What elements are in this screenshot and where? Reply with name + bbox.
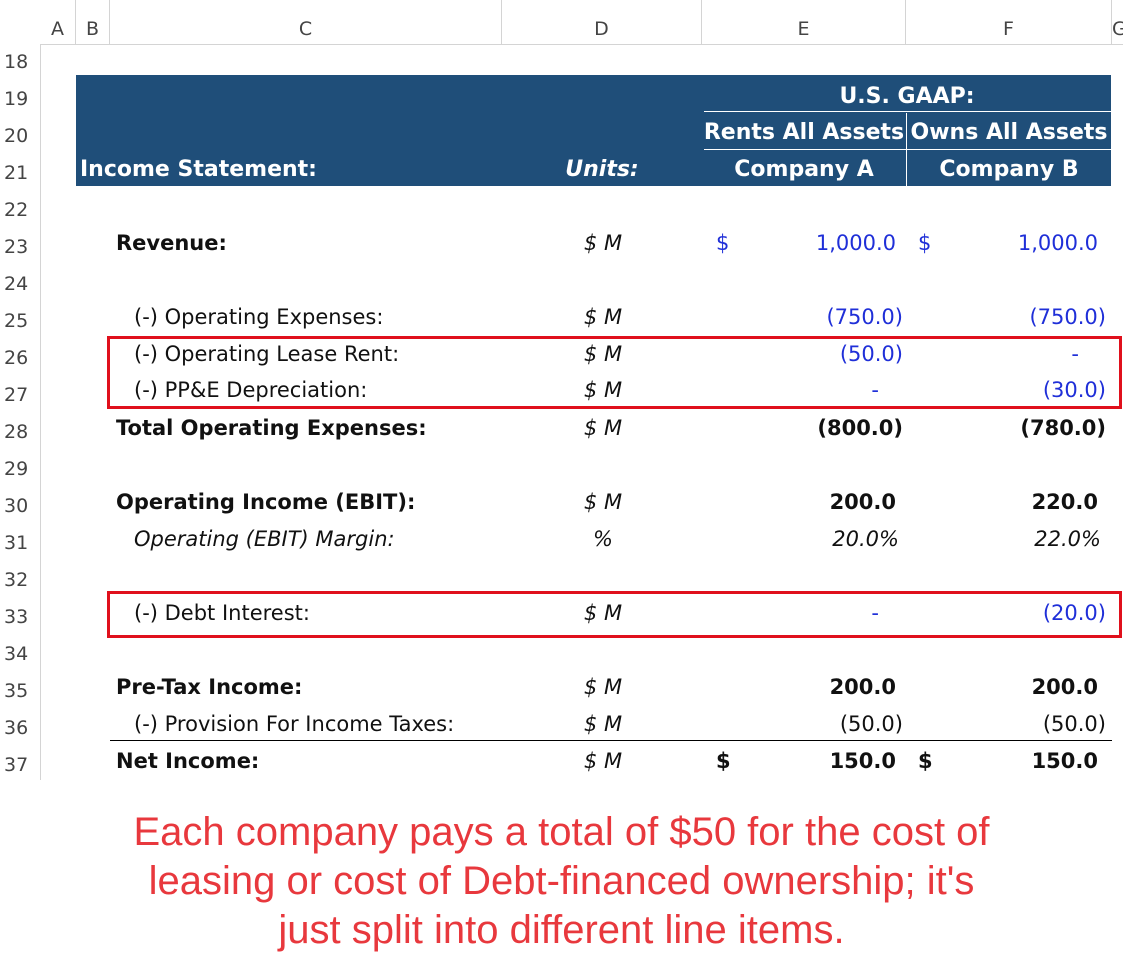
- units-heading[interactable]: Units:: [565, 157, 639, 182]
- row-header[interactable]: 37: [4, 754, 29, 776]
- row-header[interactable]: 34: [4, 643, 29, 665]
- row-header[interactable]: 28: [4, 421, 29, 443]
- header-divider: [704, 149, 1111, 150]
- spreadsheet-grid[interactable]: A B C D E F G 18 19 20 21 22 23 24 25 26…: [0, 0, 1123, 780]
- revenue-currency-a[interactable]: $: [716, 231, 730, 255]
- net-income-currency-a[interactable]: $: [716, 749, 731, 773]
- pretax-income-company-b[interactable]: 200.0: [1031, 675, 1098, 699]
- row-header[interactable]: 22: [4, 199, 29, 221]
- ebit-company-b[interactable]: 220.0: [1031, 490, 1098, 514]
- total-operating-expenses-company-b[interactable]: (780.0): [1020, 416, 1106, 440]
- income-taxes-label[interactable]: (-) Provision For Income Taxes:: [134, 712, 455, 736]
- row-header[interactable]: 26: [4, 347, 29, 369]
- ebit-margin-company-b[interactable]: 22.0%: [1034, 527, 1101, 551]
- debt-interest-label[interactable]: (-) Debt Interest:: [134, 601, 310, 625]
- row-header[interactable]: 19: [4, 88, 29, 110]
- ebit-label[interactable]: Operating Income (EBIT):: [116, 490, 416, 514]
- column-header-a[interactable]: A: [40, 0, 76, 44]
- total-operating-expenses-unit[interactable]: $ M: [583, 416, 623, 440]
- company-b-heading[interactable]: Company B: [939, 157, 1079, 182]
- ppe-depreciation-label[interactable]: (-) PP&E Depreciation:: [134, 378, 368, 402]
- pretax-income-company-a[interactable]: 200.0: [829, 675, 896, 699]
- ebit-margin-company-a[interactable]: 20.0%: [832, 527, 899, 551]
- debt-interest-company-b[interactable]: (20.0): [1042, 601, 1106, 625]
- operating-expenses-label[interactable]: (-) Operating Expenses:: [134, 305, 384, 329]
- annotation-line: Each company pays a total of $50 for the…: [133, 810, 990, 854]
- operating-expenses-company-b[interactable]: (750.0): [1029, 305, 1106, 329]
- debt-interest-unit[interactable]: $ M: [583, 601, 623, 625]
- debt-interest-company-a[interactable]: -: [871, 601, 879, 625]
- revenue-company-b[interactable]: 1,000.0: [1017, 231, 1098, 255]
- ebit-margin-label[interactable]: Operating (EBIT) Margin:: [134, 527, 395, 551]
- revenue-currency-b[interactable]: $: [918, 231, 932, 255]
- row-header[interactable]: 32: [4, 569, 29, 591]
- column-header-g[interactable]: G: [1112, 18, 1123, 40]
- income-taxes-unit[interactable]: $ M: [583, 712, 623, 736]
- revenue-label[interactable]: Revenue:: [116, 231, 227, 255]
- total-operating-expenses-company-a[interactable]: (800.0): [817, 416, 903, 440]
- column-header-b[interactable]: B: [76, 0, 110, 44]
- ebit-unit[interactable]: $ M: [583, 490, 623, 514]
- operating-expenses-unit[interactable]: $ M: [583, 305, 623, 329]
- operating-lease-rent-label[interactable]: (-) Operating Lease Rent:: [134, 342, 400, 366]
- ppe-depreciation-unit[interactable]: $ M: [583, 378, 623, 402]
- operating-lease-rent-company-a[interactable]: (50.0): [839, 342, 903, 366]
- net-income-border: [110, 740, 1112, 741]
- column-header-c[interactable]: C: [110, 0, 502, 44]
- row-header[interactable]: 21: [4, 162, 29, 184]
- us-gaap-heading[interactable]: U.S. GAAP:: [839, 84, 975, 109]
- debt-interest-highlight-box: [107, 591, 1122, 638]
- annotation-line: leasing or cost of Debt-financed ownersh…: [148, 859, 975, 903]
- pretax-income-label[interactable]: Pre-Tax Income:: [116, 675, 303, 699]
- row-header[interactable]: 36: [4, 717, 29, 739]
- operating-lease-rent-unit[interactable]: $ M: [583, 342, 623, 366]
- column-header-d[interactable]: D: [502, 0, 702, 44]
- income-taxes-company-b[interactable]: (50.0): [1042, 712, 1106, 736]
- total-operating-expenses-label[interactable]: Total Operating Expenses:: [116, 416, 427, 440]
- operating-expenses-company-a[interactable]: (750.0): [826, 305, 903, 329]
- row-header[interactable]: 23: [4, 236, 29, 258]
- net-income-company-b[interactable]: 150.0: [1031, 749, 1098, 773]
- annotation-line: just split into different line items.: [278, 908, 845, 952]
- income-taxes-company-a[interactable]: (50.0): [839, 712, 903, 736]
- header-column-divider: [906, 113, 907, 186]
- rents-all-assets-heading[interactable]: Rents All Assets: [703, 120, 905, 145]
- operating-lease-rent-company-b[interactable]: -: [1071, 342, 1079, 366]
- row-header[interactable]: 24: [4, 273, 29, 295]
- row-header[interactable]: 20: [4, 125, 29, 147]
- net-income-company-a[interactable]: 150.0: [829, 749, 896, 773]
- company-a-heading[interactable]: Company A: [734, 157, 874, 182]
- row-header[interactable]: 18: [4, 51, 29, 73]
- row-header[interactable]: 31: [4, 532, 29, 554]
- pretax-income-unit[interactable]: $ M: [583, 675, 623, 699]
- annotation-note: Each company pays a total of $50 for the…: [0, 808, 1123, 955]
- header-divider: [704, 111, 1111, 112]
- column-header-e[interactable]: E: [702, 0, 906, 44]
- ebit-company-a[interactable]: 200.0: [829, 490, 896, 514]
- column-header-bar: A B C D E F G: [0, 0, 1123, 45]
- row-header[interactable]: 29: [4, 458, 29, 480]
- income-statement-heading[interactable]: Income Statement:: [80, 157, 317, 182]
- row-header[interactable]: 25: [4, 310, 29, 332]
- income-statement-header-band: [76, 75, 1111, 186]
- column-header-f[interactable]: F: [906, 0, 1112, 44]
- row-header[interactable]: 33: [4, 606, 29, 628]
- row-header[interactable]: 27: [4, 384, 29, 406]
- ebit-margin-unit[interactable]: %: [593, 527, 613, 551]
- owns-all-assets-heading[interactable]: Owns All Assets: [910, 120, 1108, 145]
- net-income-label[interactable]: Net Income:: [116, 749, 260, 773]
- net-income-currency-b[interactable]: $: [918, 749, 933, 773]
- net-income-unit[interactable]: $ M: [583, 749, 623, 773]
- ppe-depreciation-company-b[interactable]: (30.0): [1042, 378, 1106, 402]
- row-header-bar: 18 19 20 21 22 23 24 25 26 27 28 29 30 3…: [0, 44, 41, 780]
- revenue-unit[interactable]: $ M: [583, 231, 623, 255]
- revenue-company-a[interactable]: 1,000.0: [815, 231, 896, 255]
- lease-depreciation-highlight-box: [107, 336, 1122, 409]
- ppe-depreciation-company-a[interactable]: -: [871, 378, 879, 402]
- row-header[interactable]: 30: [4, 495, 29, 517]
- row-header[interactable]: 35: [4, 680, 29, 702]
